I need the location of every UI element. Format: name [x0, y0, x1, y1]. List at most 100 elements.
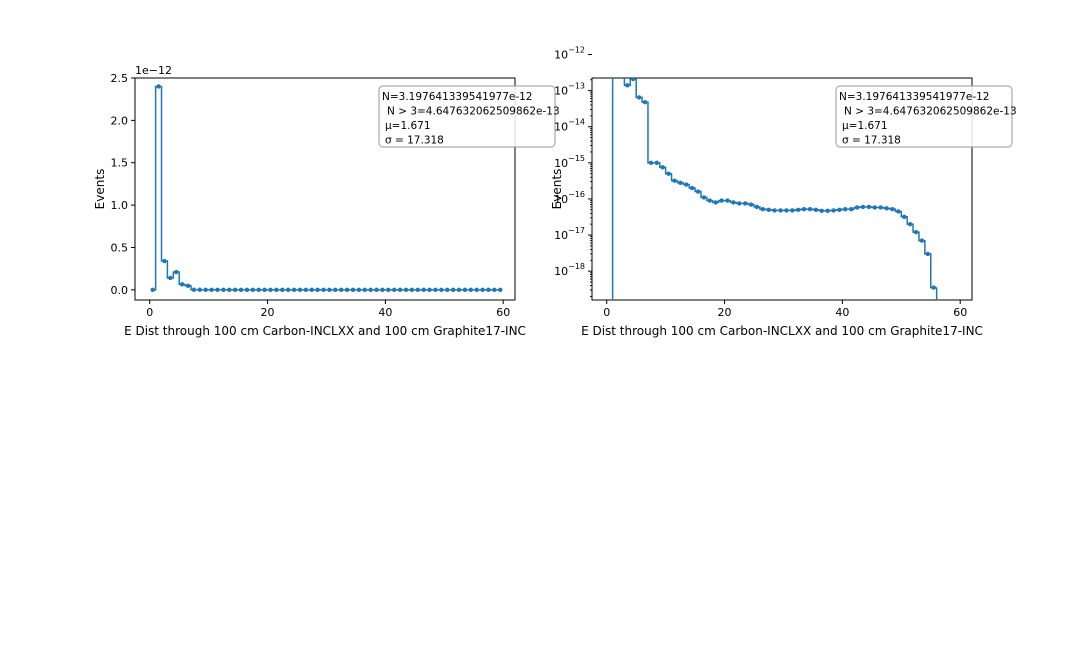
data-point	[807, 206, 813, 212]
data-point	[433, 287, 438, 293]
data-point	[227, 287, 232, 293]
data-point	[684, 182, 689, 187]
y-tick-label: 10−16	[554, 190, 585, 206]
data-point	[303, 287, 309, 293]
data-point	[327, 287, 332, 293]
data-point	[660, 165, 665, 170]
x-axis-label: E Dist through 100 cm Carbon-INCLXX and …	[124, 324, 526, 338]
data-point	[790, 208, 795, 213]
data-point	[179, 282, 185, 287]
data-point	[492, 287, 497, 293]
data-point	[801, 206, 807, 212]
data-point	[849, 206, 854, 212]
data-point	[689, 185, 695, 191]
data-point	[731, 200, 736, 205]
data-point	[636, 95, 642, 100]
data-point	[197, 287, 203, 292]
stats-line-2: N > 3=4.647632062509862e-13	[387, 106, 560, 118]
data-point	[919, 238, 925, 243]
data-point	[642, 99, 648, 105]
x-tick-label: 0	[603, 306, 610, 319]
y-axis-label: Events	[550, 169, 564, 210]
data-point	[215, 287, 220, 293]
plot-frame	[591, 77, 973, 301]
right-log-chart: 0 20 40 60 10−12 10−13 10−14 10−15 10−16 10−17 10−…	[550, 39, 1017, 338]
y-tick-label: 10−18	[554, 262, 585, 278]
data-point	[486, 287, 491, 293]
data-point	[262, 287, 267, 293]
data-point	[156, 84, 161, 89]
data-point	[350, 287, 356, 293]
data-point	[631, 78, 636, 82]
data-point	[315, 287, 320, 293]
data-point	[907, 221, 913, 227]
data-point	[725, 198, 730, 203]
data-point	[309, 287, 314, 293]
data-point	[719, 198, 724, 203]
data-point	[902, 214, 907, 219]
plot-frame	[134, 77, 516, 301]
data-point	[339, 287, 344, 293]
data-point	[843, 206, 848, 212]
data-point	[766, 207, 771, 212]
data-point	[321, 287, 326, 293]
stats-line-3: μ=1.671	[842, 120, 888, 132]
y-axis-label: Events	[93, 169, 107, 210]
stats-box	[835, 85, 1013, 148]
y-tick-label: 2.0	[111, 114, 129, 127]
data-point	[707, 198, 713, 203]
data-point	[409, 287, 415, 293]
y-tick-label: 1.5	[111, 157, 129, 170]
y-tick-label: 10−15	[554, 154, 585, 170]
data-point	[737, 201, 742, 206]
data-point	[878, 205, 883, 210]
data-point	[150, 287, 155, 293]
data-point	[185, 283, 191, 288]
data-layer	[150, 84, 503, 293]
x-tick-label: 60	[496, 306, 510, 319]
data-point	[701, 195, 707, 200]
data-point	[884, 206, 889, 211]
data-point	[872, 205, 877, 210]
data-point	[648, 160, 654, 166]
stats-box	[378, 85, 556, 148]
y-tick-label: 10−17	[554, 226, 585, 242]
data-point	[748, 202, 754, 207]
data-point	[754, 204, 760, 210]
stats-line-3: μ=1.671	[385, 120, 431, 132]
stats-line-1: N=3.197641339541977e-12	[839, 91, 990, 103]
data-point	[439, 287, 444, 293]
data-point	[380, 287, 385, 293]
data-point	[445, 287, 450, 293]
data-point	[462, 287, 468, 293]
x-tick-label: 20	[261, 306, 275, 319]
data-point	[678, 180, 683, 185]
data-point	[386, 287, 391, 293]
data-point	[480, 287, 485, 293]
data-point	[456, 287, 462, 293]
data-point	[854, 205, 860, 210]
data-point	[392, 287, 397, 293]
data-point	[297, 287, 303, 293]
x-tick-label: 0	[146, 306, 153, 319]
data-point	[256, 287, 261, 293]
data-point	[760, 206, 766, 212]
stats-line-1: N=3.197641339541977e-12	[382, 91, 533, 103]
data-point	[232, 287, 238, 293]
data-point	[860, 204, 866, 210]
x-axis-label: E Dist through 100 cm Carbon-INCLXX and …	[581, 324, 983, 338]
data-point	[427, 287, 432, 293]
data-point	[450, 287, 456, 293]
data-point	[713, 200, 718, 205]
x-tick-label: 20	[718, 306, 732, 319]
data-point	[244, 287, 250, 293]
data-point	[362, 287, 367, 293]
data-point	[672, 178, 677, 183]
data-point	[209, 287, 214, 292]
data-point	[344, 287, 350, 293]
data-point	[613, 39, 617, 43]
y-tick-label: 0.5	[111, 241, 129, 254]
stats-line-4: σ = 17.318	[385, 135, 444, 147]
